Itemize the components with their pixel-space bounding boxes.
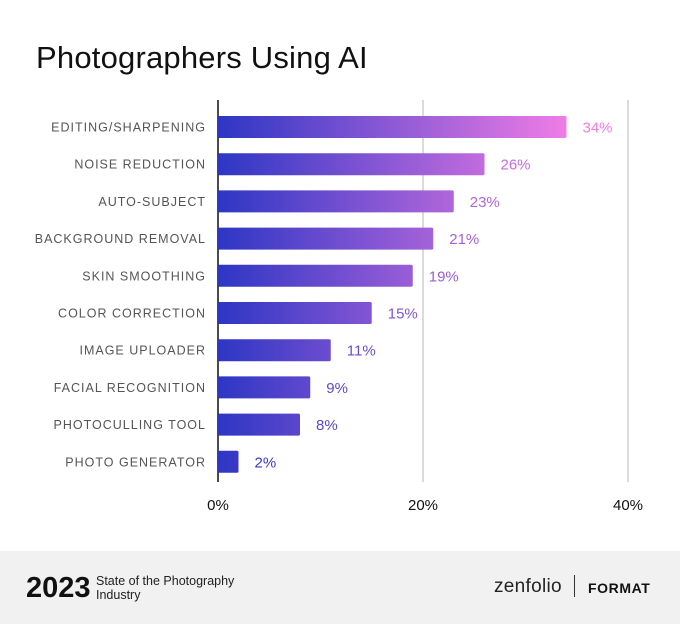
format-logo: FORMAT bbox=[588, 580, 651, 596]
brand-divider bbox=[574, 575, 575, 597]
data-label: 11% bbox=[347, 343, 376, 360]
footer-year: 2023 bbox=[26, 572, 91, 604]
bar-5 bbox=[218, 302, 372, 324]
category-label: IMAGE UPLOADER bbox=[79, 344, 206, 358]
category-label: AUTO-SUBJECT bbox=[98, 195, 206, 209]
category-label: COLOR CORRECTION bbox=[58, 307, 206, 321]
data-label: 2% bbox=[255, 454, 277, 471]
x-tick-label: 0% bbox=[207, 497, 229, 514]
bar-1 bbox=[218, 153, 485, 176]
x-tick-label: 40% bbox=[613, 497, 643, 514]
bar-8 bbox=[218, 413, 300, 436]
bar-7 bbox=[218, 376, 311, 399]
data-label: 8% bbox=[316, 417, 338, 434]
data-label: 21% bbox=[449, 231, 479, 248]
data-label: 23% bbox=[470, 194, 500, 211]
category-label: PHOTO GENERATOR bbox=[65, 455, 206, 469]
bar-9 bbox=[218, 450, 239, 473]
footer-subtitle: State of the Photography Industry bbox=[96, 574, 235, 602]
bar-4 bbox=[218, 264, 413, 287]
footer: 2023 State of the Photography Industry z… bbox=[0, 551, 680, 624]
x-tick-label: 20% bbox=[408, 497, 438, 514]
category-label: EDITING/SHARPENING bbox=[51, 121, 206, 135]
category-label: FACIAL RECOGNITION bbox=[54, 381, 206, 395]
category-label: NOISE REDUCTION bbox=[74, 158, 206, 172]
chart-title: Photographers Using AI bbox=[36, 40, 368, 75]
bar-2 bbox=[218, 190, 454, 213]
data-label: 15% bbox=[388, 306, 418, 323]
data-label: 19% bbox=[429, 268, 459, 285]
data-label: 9% bbox=[326, 380, 348, 397]
bar-6 bbox=[218, 339, 331, 362]
category-label: BACKGROUND REMOVAL bbox=[35, 232, 206, 246]
data-label: 34% bbox=[583, 120, 613, 137]
bar-3 bbox=[218, 227, 434, 250]
category-label: PHOTOCULLING TOOL bbox=[54, 418, 206, 432]
zenfolio-logo: zenfolio bbox=[494, 576, 562, 597]
bar-chart: EDITING/SHARPENING 34% NOISE REDUCTION 26% A… bbox=[35, 100, 643, 514]
bar-0 bbox=[218, 116, 567, 138]
category-label: SKIN SMOOTHING bbox=[82, 269, 206, 283]
data-label: 26% bbox=[501, 157, 531, 174]
